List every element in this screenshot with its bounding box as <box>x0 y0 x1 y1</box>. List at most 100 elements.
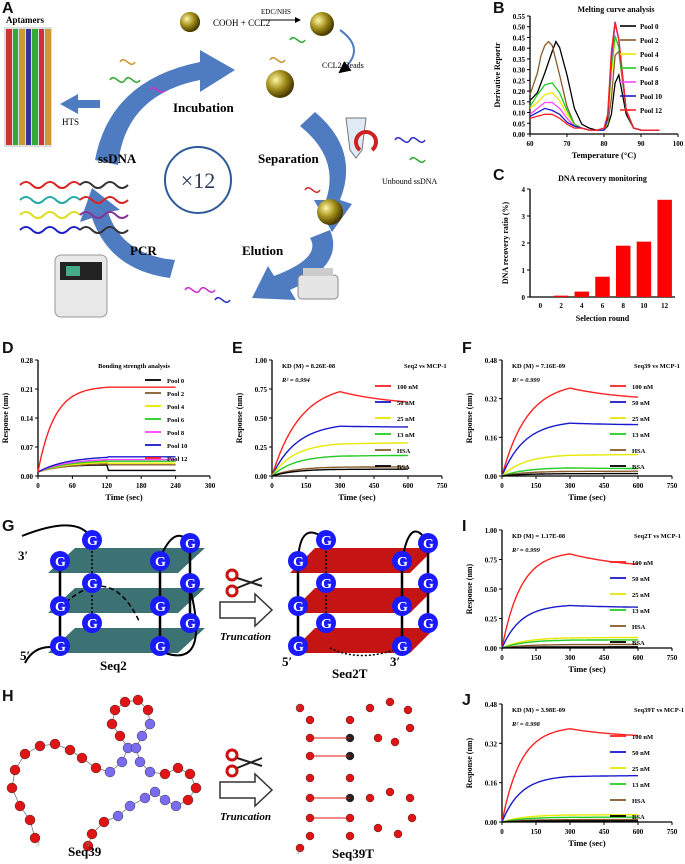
legend-entry: Pool 0 <box>167 378 184 385</box>
nucleotide <box>139 792 151 804</box>
nucleotide <box>64 744 76 756</box>
svg-text:3': 3' <box>296 850 300 856</box>
legend-entry: 25 nM <box>397 416 415 423</box>
kd-annotation: KD (M) = 1.17E-08 <box>512 533 566 540</box>
cycle-count-ring <box>164 146 232 214</box>
x-tick-label: 600 <box>633 654 644 662</box>
nucleotide <box>365 703 375 713</box>
x-tick-label: 300 <box>565 654 576 662</box>
svg-text:G: G <box>55 640 66 655</box>
truncation-arrow <box>219 592 274 628</box>
selex-cycle-arrows <box>80 50 352 300</box>
x-axis-label: Time (sec) <box>568 492 606 502</box>
legend-entry: HSA <box>632 798 646 805</box>
x-tick-label: 100 <box>673 140 684 148</box>
hts-arrow <box>60 94 100 114</box>
x-tick-label: 750 <box>667 828 678 836</box>
svg-text:G: G <box>397 640 408 655</box>
svg-text:G: G <box>87 617 98 632</box>
seq39-label: Seq39 <box>68 844 102 859</box>
y-tick-label: 0.16 <box>485 434 498 442</box>
seq2-5prime: 5′ <box>20 648 30 663</box>
x-tick-label: 80 <box>601 140 609 148</box>
y-tick-label: 0.48 <box>485 357 498 365</box>
y-tick-label: 0.45 <box>513 34 526 42</box>
nucleotide <box>82 840 94 852</box>
seq2-g-nodes: G G G G G G G G G G G G <box>50 530 200 656</box>
chart-title: Bonding strength analysis <box>98 363 170 370</box>
x-tick-label: 600 <box>633 482 644 490</box>
x-axis-label: Time (sec) <box>105 492 143 502</box>
nucleotide <box>295 843 305 853</box>
series-line <box>37 460 176 473</box>
y-tick-label: 0.75 <box>255 386 268 394</box>
legend-entry: Pool 10 <box>167 443 187 450</box>
x-tick-label: 150 <box>531 482 542 490</box>
svg-text:G: G <box>397 600 408 615</box>
y-tick-label: 0.75 <box>485 557 498 565</box>
x-tick-label: 2 <box>559 302 563 310</box>
svg-text:3': 3' <box>36 842 40 848</box>
x-tick-label: 150 <box>531 828 542 836</box>
y-tick-label: 3 <box>522 213 526 221</box>
x-axis-label: Selection round <box>576 314 630 323</box>
nucleotide <box>116 756 128 768</box>
ccl2-beads-label: CCL2-Beads <box>322 61 364 70</box>
nucleotide <box>172 762 184 774</box>
y-tick-label: 0.00 <box>485 819 498 827</box>
svg-text:G: G <box>423 577 434 592</box>
legend-entry: 50 nM <box>632 400 650 407</box>
nucleotide <box>393 829 403 839</box>
seq39t-label: Seq39T <box>332 846 374 861</box>
y-tick-label: 0.21 <box>21 386 34 394</box>
r2-annotation: R² = 0.999 <box>511 547 541 554</box>
x-tick-label: 300 <box>565 482 576 490</box>
x-tick-label: 70 <box>564 140 572 148</box>
y-tick-label: 0.30 <box>513 67 526 75</box>
bar <box>636 241 652 297</box>
legend-entry: 100 nM <box>632 734 653 741</box>
legend-entry: 25 nM <box>632 766 650 773</box>
truncation-label: Truncation <box>220 631 271 643</box>
chart-title: DNA recovery monitoring <box>558 174 647 183</box>
nucleotide <box>24 814 36 826</box>
series-line <box>501 814 638 823</box>
series-line <box>37 461 176 473</box>
nucleotide <box>385 787 395 797</box>
series-line <box>501 646 638 649</box>
legend-entry: 25 nM <box>632 592 650 599</box>
series-line <box>501 467 638 477</box>
y-tick-label: 0.25 <box>513 77 526 85</box>
panel-e-label: E <box>232 340 243 357</box>
nucleotide <box>114 730 126 742</box>
legend-entry: Pool 0 <box>640 23 659 31</box>
x-tick-label: 750 <box>437 482 448 490</box>
svg-text:5': 5' <box>86 842 90 848</box>
chart-title: Melting curve analysis <box>578 5 655 14</box>
heater-icon <box>297 268 339 300</box>
svg-text:G: G <box>293 555 304 570</box>
y-tick-label: 0.14 <box>21 415 34 423</box>
x-tick-label: 12 <box>661 302 669 310</box>
nucleotide <box>90 762 102 774</box>
y-tick-label: 1 <box>522 267 526 275</box>
nucleotide <box>405 793 415 803</box>
seq-annotation: Seq2T vs MCP-1 <box>634 533 681 540</box>
panel-a-label: A <box>2 0 14 17</box>
seq2t-label: Seq2T <box>332 666 368 678</box>
nucleotide <box>49 738 61 750</box>
x-tick-label: 0 <box>500 654 504 662</box>
nucleotide <box>184 768 196 780</box>
nucleotide <box>295 703 305 713</box>
bar <box>553 295 569 297</box>
aptamer-cluster <box>109 36 426 304</box>
scissors-icon <box>225 568 263 598</box>
y-tick-label: 0.55 <box>513 13 526 21</box>
series-line <box>501 639 638 649</box>
legend-entry: Pool 8 <box>167 430 185 437</box>
y-tick-label: 0 <box>522 294 526 302</box>
pcr-label: PCR <box>130 243 157 258</box>
nucleotide <box>144 766 156 778</box>
y-tick-label: 0.32 <box>485 740 498 748</box>
legend-entry: BSA <box>632 464 645 471</box>
